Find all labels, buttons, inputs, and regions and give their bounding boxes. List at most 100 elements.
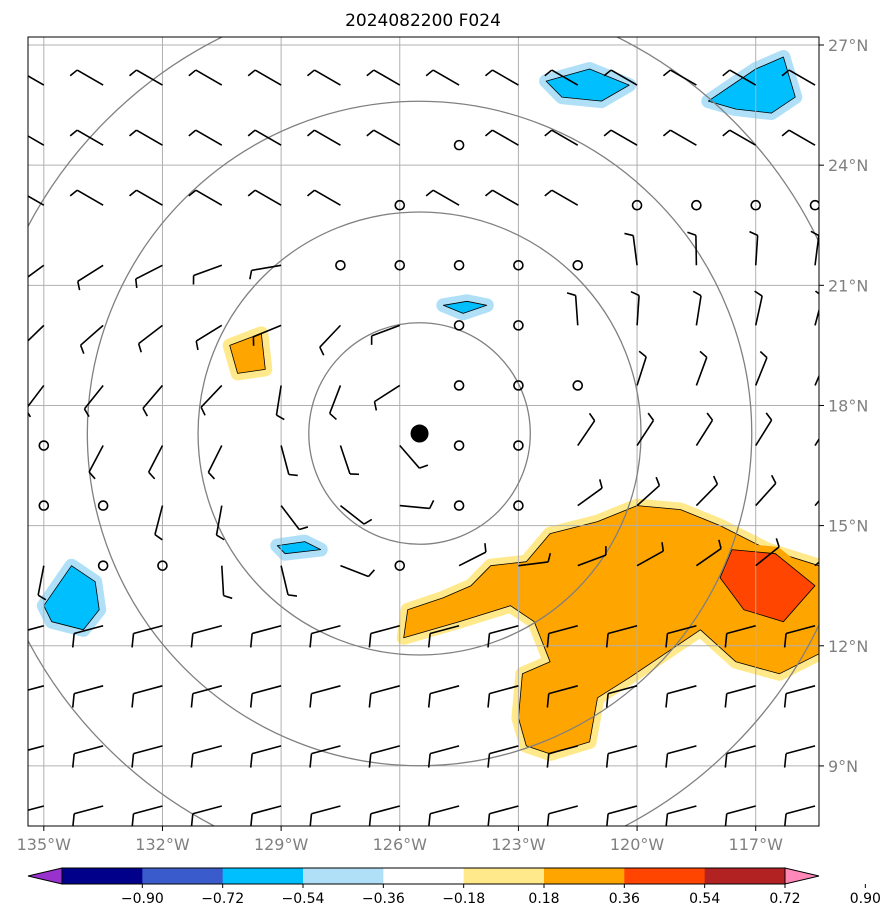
wind-barb-feather	[249, 270, 253, 280]
wind-barb	[458, 543, 487, 567]
shaded-region	[276, 541, 322, 555]
wind-barb-shaft	[311, 685, 341, 695]
plot-frame	[27, 36, 820, 827]
wind-barb-shaft	[695, 295, 702, 326]
wind-barb-feather	[129, 69, 137, 77]
wind-barb-feather	[250, 813, 253, 826]
wind-barb-feather	[687, 231, 697, 237]
wind-barb-feather	[216, 534, 225, 541]
wind-barb-shaft	[200, 384, 223, 408]
wind-barb	[319, 324, 342, 356]
wind-barb-feather	[484, 69, 493, 77]
wind-barb-shaft	[607, 805, 638, 815]
wind-barb-feather	[134, 278, 138, 289]
wind-barb	[366, 129, 401, 146]
shaded-region	[43, 565, 100, 631]
wind-barb	[309, 745, 341, 768]
calm-wind-circle	[453, 320, 465, 331]
calm-wind-circle	[453, 440, 465, 451]
wind-barb-shaft	[73, 805, 104, 815]
y-tick-label: 21°N	[828, 276, 868, 295]
calm-wind-circle	[453, 500, 465, 511]
x-tick-label: 117°W	[729, 835, 784, 854]
wind-barb-shaft	[610, 69, 638, 86]
wind-barb-shaft	[254, 189, 282, 206]
wind-barb	[724, 685, 756, 708]
wind-barb-shaft	[251, 685, 282, 695]
colorbar-tick-label: 0.54	[689, 891, 720, 907]
wind-barb	[722, 129, 757, 146]
wind-barb-feather	[765, 412, 773, 421]
wind-barb	[134, 264, 163, 289]
wind-barb-feather	[605, 753, 609, 768]
wind-barb	[275, 385, 285, 421]
colorbar-segment	[383, 868, 465, 884]
wind-barb-feather	[11, 70, 18, 76]
wind-barb	[636, 350, 647, 386]
wind-barb-shaft	[370, 745, 400, 755]
wind-barb	[724, 745, 756, 768]
wind-barb-shaft	[328, 385, 342, 414]
wind-barb-shaft	[726, 805, 756, 815]
wind-barb-shaft	[280, 565, 289, 596]
calm-wind-circle	[809, 199, 819, 211]
wind-barb	[749, 230, 759, 266]
wind-barb	[28, 624, 45, 631]
wind-barb-feather	[131, 753, 135, 768]
wind-barb-shaft	[577, 487, 603, 507]
wind-barb	[280, 505, 309, 531]
wind-barb-feather	[11, 130, 18, 136]
wind-barb	[665, 805, 697, 826]
wind-barb-feather	[309, 693, 313, 708]
wind-barb-shaft	[133, 685, 163, 695]
calm-wind-circle	[394, 199, 406, 211]
wind-barb-feather	[810, 230, 819, 237]
wind-barb	[131, 805, 163, 826]
wind-barb-shaft	[77, 264, 104, 282]
wind-barb	[71, 685, 104, 708]
wind-barb	[368, 624, 400, 648]
wind-barb-feather	[647, 412, 655, 421]
calm-wind-circle	[513, 440, 524, 451]
wind-barb-feather	[306, 129, 315, 137]
wind-barb-feather	[428, 813, 431, 826]
wind-barb	[366, 69, 401, 86]
wind-barb	[662, 69, 697, 86]
calm-wind-circle	[335, 259, 346, 271]
wind-barb	[783, 685, 816, 708]
wind-barb-feather	[142, 407, 149, 417]
wind-barb-feather	[814, 290, 819, 295]
wind-barb	[373, 384, 401, 411]
wind-barb-shaft	[492, 129, 519, 146]
wind-barb-shaft	[195, 129, 223, 146]
wind-barb-shaft	[577, 420, 596, 446]
wind-barb-shaft	[607, 745, 638, 755]
wind-barb-shaft	[373, 129, 401, 146]
x-axis-ticks: 135°W 132°W 129°W 126°W 123°W 120°W 117°W	[17, 826, 783, 854]
wind-barb-shaft	[814, 235, 819, 266]
wind-barb	[340, 564, 376, 578]
colorbar-segment	[62, 868, 143, 884]
wind-barb	[427, 685, 460, 708]
wind-barb	[605, 685, 638, 708]
wind-barb	[249, 264, 282, 280]
wind-barb-shaft	[251, 264, 282, 272]
wind-barb-feather	[188, 189, 197, 197]
wind-barb-shaft	[28, 195, 45, 206]
wind-barb	[207, 445, 223, 480]
wind-barb-shaft	[429, 685, 460, 695]
wind-barb	[147, 445, 164, 480]
wind-barb-shaft	[215, 505, 223, 536]
wind-barb-shaft	[551, 189, 579, 206]
plot-area	[11, 37, 819, 826]
x-tick-label: 135°W	[17, 835, 72, 854]
wind-barb	[692, 290, 702, 326]
wind-barb-shaft	[788, 129, 816, 146]
wind-barb-shaft	[754, 357, 768, 386]
wind-barb-shaft	[492, 69, 519, 86]
wind-barb-shaft	[195, 69, 223, 86]
wind-barb	[665, 685, 697, 708]
wind-barb	[810, 230, 819, 266]
wind-barb-shaft	[142, 384, 164, 409]
calm-wind-circle	[453, 380, 465, 391]
